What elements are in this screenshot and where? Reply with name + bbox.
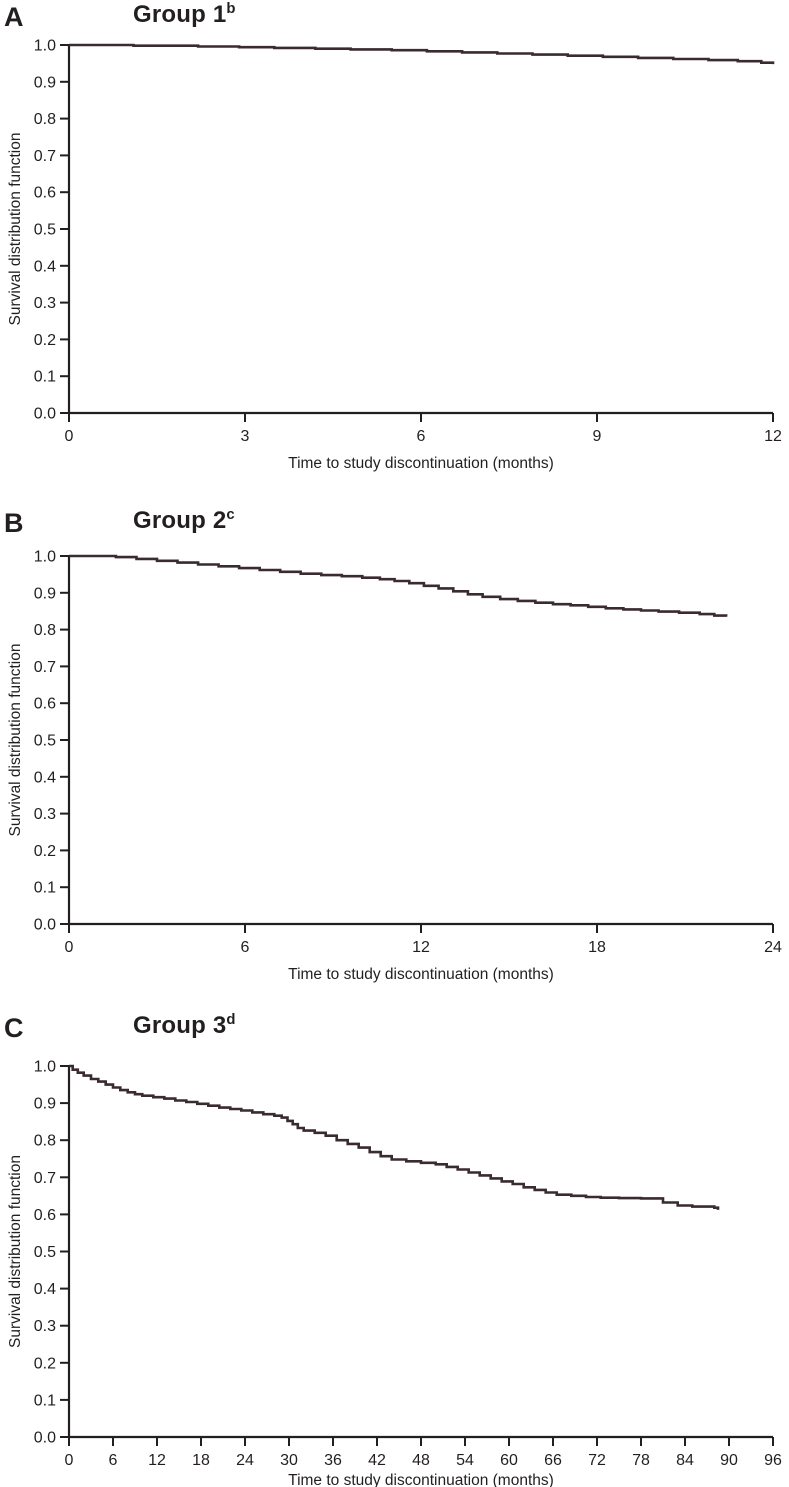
x-tick-label: 42	[368, 1452, 386, 1469]
x-tick-label: 72	[588, 1452, 606, 1469]
x-tick-label: 96	[764, 1452, 782, 1469]
survival-curve	[69, 554, 728, 617]
survival-curve	[69, 1064, 720, 1210]
panel-group-1: A Group 1b 1.0 0.9 0.8 0.7 0.6 0.5 0.4 0.3 0.2 0.…	[0, 0, 789, 494]
panel-title-superscript: b	[226, 1, 236, 17]
y-tick-label: 0.9	[34, 585, 56, 602]
y-tick-label: 0.0	[34, 1430, 56, 1447]
y-tick-label: 0.5	[34, 222, 56, 239]
x-tick-label: 0	[65, 428, 74, 445]
y-tick-label: 0.2	[34, 332, 56, 349]
y-tick-label: 0.3	[34, 1318, 56, 1335]
y-tick-label: 0.3	[34, 295, 56, 312]
y-tick-label: 0.0	[34, 406, 56, 423]
x-tick-label: 84	[676, 1452, 694, 1469]
panel-title-superscript: d	[226, 1012, 236, 1028]
x-tick-label: 36	[324, 1452, 342, 1469]
x-tick-label: 0	[65, 939, 74, 956]
panel-letter-c: C	[4, 1013, 24, 1043]
y-tick-label: 0.7	[34, 659, 56, 676]
km-chart-canvas-group-2: 1.0 0.9 0.8 0.7 0.6 0.5 0.4 0.3 0.2 0.1 0.0 0 6 12 18 2…	[7, 549, 782, 984]
panel-title-superscript: c	[226, 507, 235, 523]
x-axis-title: Time to study discontinuation (months)	[288, 1472, 554, 1487]
x-tick-label: 0	[65, 1452, 74, 1469]
y-tick-label: 0.4	[34, 258, 56, 275]
y-tick-label: 0.7	[34, 148, 56, 165]
x-tick-label: 3	[241, 428, 250, 445]
y-tick-label: 0.4	[34, 769, 56, 786]
panel-title-group-2: Group 2c	[133, 507, 235, 534]
y-tick-label: 0.5	[34, 733, 56, 750]
x-axis-title: Time to study discontinuation (months)	[288, 966, 554, 983]
x-tick-label: 24	[236, 1452, 254, 1469]
panel-letter-a: A	[4, 2, 24, 32]
panel-group-2: B Group 2c 1.0 0.9 0.8 0.7 0.6 0.5 0.4 0.3 0.2 0.…	[0, 494, 789, 1007]
km-chart-canvas-group-1: 1.0 0.9 0.8 0.7 0.6 0.5 0.4 0.3 0.2 0.1 0.0 0 3 6 9 12 T…	[7, 38, 782, 473]
y-tick-label: 0.6	[34, 185, 56, 202]
y-tick-label: 0.1	[34, 880, 56, 897]
x-tick-label: 30	[280, 1452, 298, 1469]
y-tick-label: 1.0	[34, 38, 56, 55]
y-tick-label: 1.0	[34, 1059, 56, 1076]
panel-title-text: Group 3	[133, 1012, 227, 1039]
y-tick-label: 0.8	[34, 111, 56, 128]
x-tick-label: 12	[412, 939, 430, 956]
y-tick-label: 0.2	[34, 843, 56, 860]
x-tick-label: 18	[588, 939, 606, 956]
x-tick-label: 78	[632, 1452, 650, 1469]
x-tick-label: 90	[720, 1452, 738, 1469]
y-tick-label: 0.1	[34, 369, 56, 386]
x-tick-label: 9	[593, 428, 602, 445]
y-tick-label: 0.1	[34, 1392, 56, 1409]
y-axis-title: Survival distribution function	[7, 133, 24, 326]
survival-curve	[69, 43, 775, 65]
x-tick-label: 12	[148, 1452, 166, 1469]
y-axis-title: Survival distribution function	[7, 644, 24, 837]
x-tick-label: 6	[109, 1452, 118, 1469]
y-tick-label: 0.9	[34, 1096, 56, 1113]
y-tick-label: 0.5	[34, 1244, 56, 1261]
x-tick-label: 6	[241, 939, 250, 956]
y-axis-title: Survival distribution function	[7, 1155, 24, 1348]
km-chart-canvas-group-3: 1.0 0.9 0.8 0.7 0.6 0.5 0.4 0.3 0.2 0.1 0.0 0 6 12 18 2…	[7, 1059, 782, 1487]
x-tick-label: 54	[456, 1452, 474, 1469]
y-tick-label: 0.8	[34, 1133, 56, 1150]
y-tick-label: 0.3	[34, 806, 56, 823]
panel-title-group-3: Group 3d	[133, 1012, 236, 1039]
y-tick-label: 0.6	[34, 696, 56, 713]
y-tick-label: 0.8	[34, 622, 56, 639]
y-tick-label: 0.7	[34, 1170, 56, 1187]
y-tick-label: 0.6	[34, 1207, 56, 1224]
x-axis-title: Time to study discontinuation (months)	[288, 455, 554, 472]
x-tick-label: 6	[417, 428, 426, 445]
panel-letter-b: B	[4, 508, 24, 538]
x-tick-label: 60	[500, 1452, 518, 1469]
y-tick-label: 0.9	[34, 74, 56, 91]
x-tick-label: 48	[412, 1452, 430, 1469]
panel-title-text: Group 1	[133, 1, 227, 28]
x-tick-label: 18	[192, 1452, 210, 1469]
y-tick-label: 0.4	[34, 1281, 56, 1298]
panel-title-text: Group 2	[133, 507, 227, 534]
y-tick-label: 1.0	[34, 549, 56, 566]
x-tick-label: 24	[764, 939, 782, 956]
panel-title-group-1: Group 1b	[133, 1, 236, 28]
y-tick-label: 0.2	[34, 1355, 56, 1372]
x-tick-label: 12	[764, 428, 782, 445]
x-tick-label: 66	[544, 1452, 562, 1469]
y-tick-label: 0.0	[34, 917, 56, 934]
panel-group-3: C Group 3d 1.0 0.9 0.8 0.7 0.6 0.5 0.4 0.3 0.2 0.…	[0, 1007, 789, 1487]
